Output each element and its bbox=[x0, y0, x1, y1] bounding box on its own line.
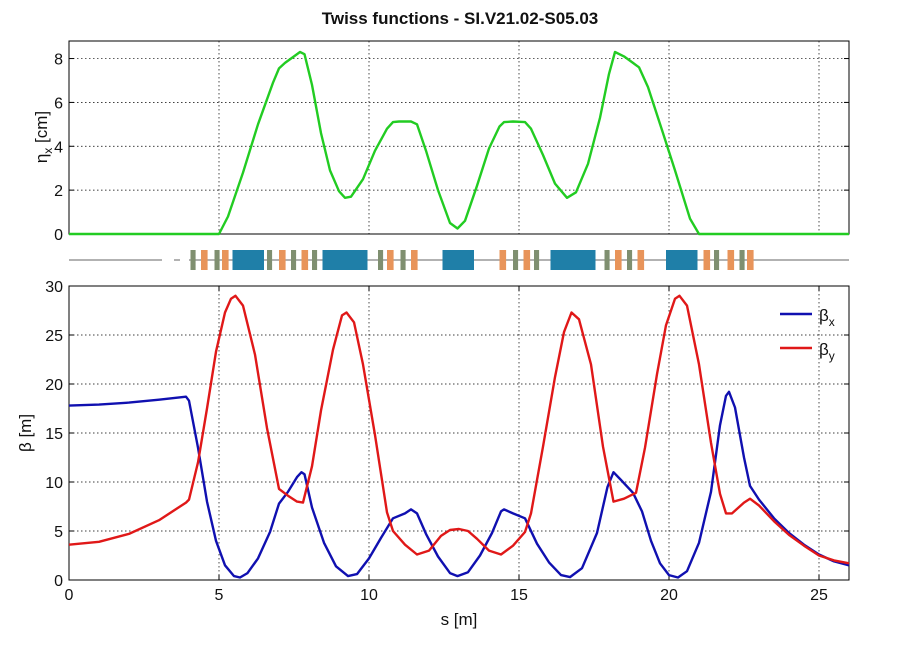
beta-x-ticks: 0 5 10 15 20 25 bbox=[65, 286, 828, 604]
beta-y-tick-label: 0 bbox=[54, 573, 63, 590]
lattice-quadrupole bbox=[727, 250, 735, 270]
legend-label-beta-x: βx bbox=[819, 306, 835, 329]
beta-x-tick-label: 5 bbox=[215, 587, 224, 604]
dispersion-grid bbox=[69, 41, 849, 235]
lattice-sextupole bbox=[604, 250, 610, 270]
lattice-quadrupole bbox=[301, 250, 309, 270]
lattice-sextupole bbox=[267, 250, 273, 270]
x-axis-label: s [m] bbox=[441, 610, 478, 629]
lattice-sextupole bbox=[190, 250, 196, 270]
beta-y-label: β [m] bbox=[16, 414, 35, 452]
lattice-quadrupole bbox=[637, 250, 645, 270]
beta-y-ticks: 0 5 10 15 20 25 30 bbox=[45, 279, 849, 590]
lattice-dipole bbox=[232, 250, 264, 270]
lattice-quadrupole bbox=[222, 250, 229, 270]
lattice-quadrupole bbox=[615, 250, 622, 270]
lattice-quadrupole bbox=[279, 250, 286, 270]
lattice-strip bbox=[69, 250, 849, 270]
dispersion-y-tick-label: 4 bbox=[54, 139, 63, 156]
legend-label-beta-y: βy bbox=[819, 340, 835, 363]
dispersion-y-tick-label: 2 bbox=[54, 183, 63, 200]
beta-y-tick-label: 25 bbox=[45, 328, 63, 345]
beta-x-line bbox=[68, 390, 850, 579]
lattice-sextupole bbox=[312, 250, 318, 270]
lattice-sextupole bbox=[739, 250, 745, 270]
beta-y-tick-label: 5 bbox=[54, 524, 63, 541]
lattice-sextupole bbox=[214, 250, 220, 270]
beta-x-tick-label: 0 bbox=[65, 587, 74, 604]
beta-y-tick-label: 20 bbox=[45, 377, 63, 394]
dispersion-line bbox=[69, 50, 849, 236]
beta-x-tick-label: 10 bbox=[360, 587, 378, 604]
beta-panel: 0 5 10 15 20 25 30 0 5 10 15 20 25 β [m] s [m] βx β… bbox=[16, 279, 850, 629]
chart-title: Twiss functions - SI.V21.02-S05.03 bbox=[322, 9, 599, 28]
lattice-quadrupole bbox=[703, 250, 711, 270]
beta-y-tick-label: 10 bbox=[45, 475, 63, 492]
beta-x-tick-label: 20 bbox=[660, 587, 678, 604]
lattice-sextupole bbox=[513, 250, 519, 270]
beta-series bbox=[68, 294, 850, 579]
lattice-quadrupole bbox=[201, 250, 208, 270]
lattice-sextupole bbox=[714, 250, 720, 270]
lattice-sextupole bbox=[534, 250, 540, 270]
beta-y-line bbox=[68, 294, 850, 565]
legend: βx βy bbox=[780, 306, 835, 363]
beta-x-tick-label: 25 bbox=[810, 587, 828, 604]
dispersion-y-label: ηx [cm] bbox=[32, 111, 55, 163]
lattice-quadrupole bbox=[411, 250, 418, 270]
lattice-dipole bbox=[666, 250, 698, 270]
lattice-quadrupole bbox=[523, 250, 531, 270]
lattice-sextupole bbox=[400, 250, 406, 270]
lattice-dipole bbox=[322, 250, 368, 270]
lattice-quadrupole bbox=[747, 250, 754, 270]
dispersion-y-tick-label: 0 bbox=[54, 227, 63, 244]
beta-x-tick-label: 15 bbox=[510, 587, 528, 604]
dispersion-axes-box bbox=[68, 40, 850, 235]
dispersion-series bbox=[69, 50, 849, 236]
dispersion-y-tick-label: 6 bbox=[54, 95, 63, 112]
dispersion-panel: 0 2 4 6 8 ηx [cm] bbox=[32, 40, 850, 244]
lattice-sextupole bbox=[291, 250, 297, 270]
beta-y-tick-label: 15 bbox=[45, 426, 63, 443]
lattice-quadrupole bbox=[387, 250, 394, 270]
lattice-sextupole bbox=[378, 250, 384, 270]
dispersion-y-tick-label: 8 bbox=[54, 52, 63, 69]
lattice-sextupole bbox=[627, 250, 633, 270]
beta-y-tick-label: 30 bbox=[45, 279, 63, 296]
lattice-dipole bbox=[550, 250, 596, 270]
lattice-dipole bbox=[442, 250, 474, 270]
lattice-quadrupole bbox=[499, 250, 507, 270]
